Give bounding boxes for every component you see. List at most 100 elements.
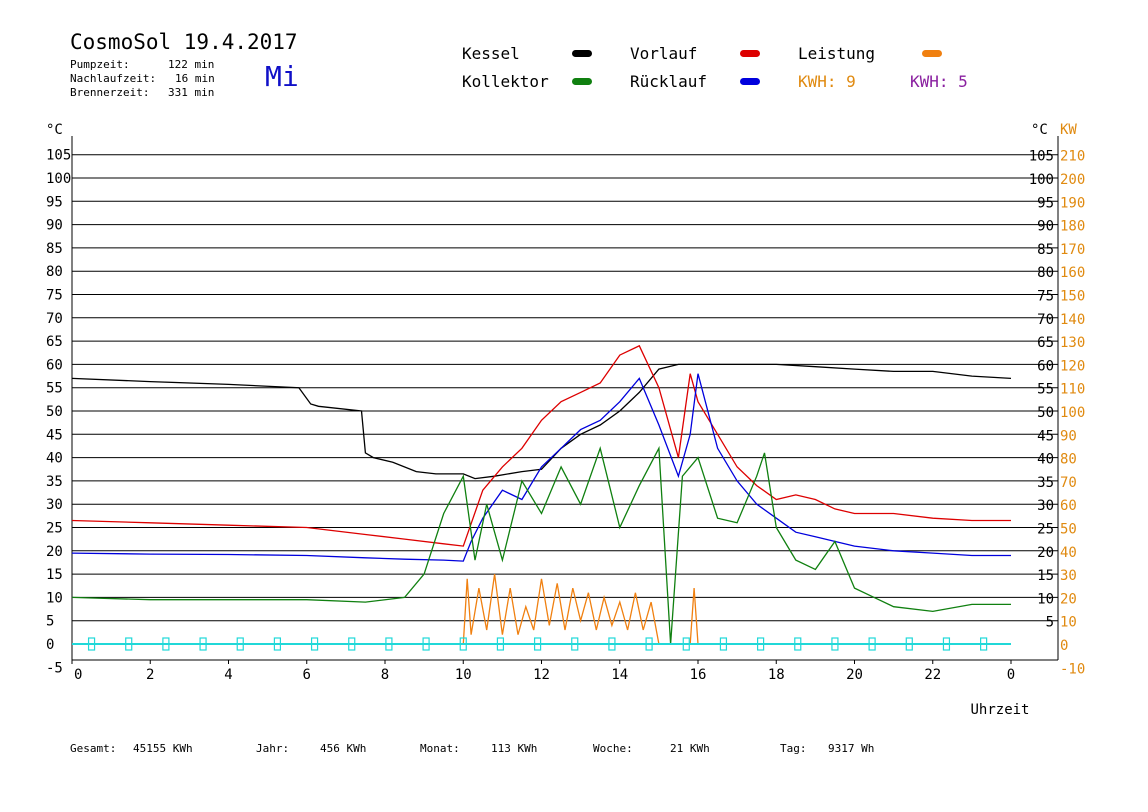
legend-label-leistung: Leistung: [798, 44, 876, 63]
footer-value-woche: 21 KWh: [670, 742, 710, 755]
series-line-rücklauf: [71, 373, 1011, 562]
y-tick-kw: 190: [1060, 195, 1085, 211]
x-tick-label: 4: [224, 667, 232, 683]
y-tick-right: 55: [1037, 382, 1054, 398]
y-tick-left: 20: [46, 544, 63, 560]
legend-label-ruecklauf: Rücklauf: [630, 72, 708, 91]
x-tick-label: 8: [381, 667, 389, 683]
series-line-leistung: [72, 574, 1011, 645]
pump-marker: [236, 637, 244, 651]
y-tick-left: 75: [46, 288, 63, 304]
pump-marker: [645, 637, 653, 651]
y-tick-kw: 70: [1060, 475, 1077, 491]
y-tick-left: 70: [46, 311, 63, 327]
y-tick-kw: 40: [1060, 545, 1077, 561]
x-tick-label: 0: [1007, 667, 1015, 683]
series-line-kessel: [71, 363, 1012, 480]
y-tick-right: 75: [1037, 289, 1054, 305]
y-tick-kw: 150: [1060, 289, 1085, 305]
footer-label-woche: Woche:: [593, 742, 633, 755]
pump-marker: [571, 637, 579, 651]
y-tick-left: 15: [46, 567, 63, 583]
stat-label-pumpzeit: Pumpzeit:: [70, 58, 130, 71]
y-tick-kw: 80: [1060, 452, 1077, 468]
y-tick-left: 50: [46, 404, 63, 420]
pump-marker: [794, 637, 802, 651]
x-axis-label: Uhrzeit: [970, 702, 1029, 718]
pump-marker: [682, 637, 690, 651]
y-tick-left: 90: [46, 218, 63, 234]
y-tick-right: 5: [1046, 615, 1054, 631]
y-tick-left: 85: [46, 241, 63, 257]
footer-value-monat: 113 KWh: [491, 742, 538, 755]
y-tick-left: 40: [46, 451, 63, 467]
legend-label-vorlauf: Vorlauf: [630, 44, 698, 63]
y-tick-right: 35: [1037, 475, 1054, 491]
y-tick-kw: 20: [1060, 591, 1077, 607]
y-tick-left: 55: [46, 381, 63, 397]
kwh-label-2: KWH: 5: [910, 72, 968, 91]
y-tick-left: 10: [46, 590, 63, 606]
pump-marker: [719, 637, 728, 651]
footer-label-gesamt: Gesamt:: [70, 742, 117, 755]
x-tick-label: 6: [303, 667, 311, 683]
y-tick-right: 70: [1037, 312, 1054, 328]
y-tick-right: 60: [1037, 358, 1054, 374]
y-tick-left: 95: [46, 194, 63, 210]
y-tick-right: 65: [1037, 335, 1054, 351]
x-tick-label: 10: [455, 667, 472, 683]
y-tick-right: 25: [1037, 522, 1054, 538]
x-tick-label: 14: [611, 667, 628, 683]
stat-label-brennerzeit: Brennerzeit:: [70, 86, 150, 99]
stat-label-nachlaufzeit: Nachlaufzeit:: [70, 72, 157, 85]
y-tick-kw: 100: [1060, 405, 1085, 421]
pump-marker: [310, 637, 319, 651]
y-tick-left: 65: [46, 334, 63, 350]
y-axis-unit-left: °C: [46, 122, 63, 138]
chart-title: CosmoSol 19.4.2017: [70, 30, 298, 54]
y-tick-kw: 210: [1060, 149, 1085, 165]
y-tick-right: 30: [1037, 498, 1054, 514]
series-line-kollektor: [71, 445, 1011, 645]
y-tick-right: 100: [1029, 172, 1054, 188]
x-tick-label: 12: [533, 667, 550, 683]
x-tick-label: 2: [146, 667, 154, 683]
y-tick-right: 50: [1037, 405, 1054, 421]
y-tick-kw: 120: [1060, 358, 1085, 374]
y-tick-left: 35: [46, 474, 63, 490]
pump-marker: [459, 637, 467, 651]
pump-marker: [385, 637, 393, 651]
y-tick-right: 85: [1037, 242, 1054, 258]
legend-swatch-kessel: [572, 50, 592, 57]
y-tick-kw: 0: [1060, 638, 1068, 654]
footer-value-jahr: 456 KWh: [320, 742, 367, 755]
y-tick-left: 100: [46, 171, 71, 187]
pump-marker: [496, 637, 505, 651]
y-tick-right: 105: [1029, 149, 1054, 165]
legend-swatch-leistung: [922, 50, 942, 57]
y-tick-kw: -10: [1060, 661, 1085, 677]
pump-marker: [125, 637, 133, 651]
kwh-label-1: KWH: 9: [798, 72, 856, 91]
pump-marker: [199, 637, 207, 651]
y-tick-kw: 200: [1060, 172, 1085, 188]
legend-swatch-ruecklauf: [740, 78, 760, 85]
y-tick-kw: 180: [1060, 219, 1085, 235]
footer-label-jahr: Jahr:: [256, 742, 290, 755]
series-line-vorlauf: [71, 344, 1011, 547]
y-tick-kw: 160: [1060, 265, 1085, 281]
y-tick-kw: 30: [1060, 568, 1077, 584]
pump-marker: [831, 637, 839, 651]
pump-marker: [273, 637, 282, 651]
footer-value-gesamt: 45155 KWh: [133, 742, 193, 755]
y-tick-right: 45: [1037, 428, 1054, 444]
pump-marker: [868, 637, 876, 651]
legend-label-kessel: Kessel: [462, 44, 520, 63]
x-tick-label: 18: [768, 667, 785, 683]
y-tick-left: 105: [46, 148, 71, 164]
y-tick-kw: 10: [1060, 615, 1077, 631]
x-tick-label: 20: [846, 667, 863, 683]
y-tick-left: 25: [46, 521, 63, 537]
y-axis-unit-right: °C: [1031, 122, 1048, 138]
